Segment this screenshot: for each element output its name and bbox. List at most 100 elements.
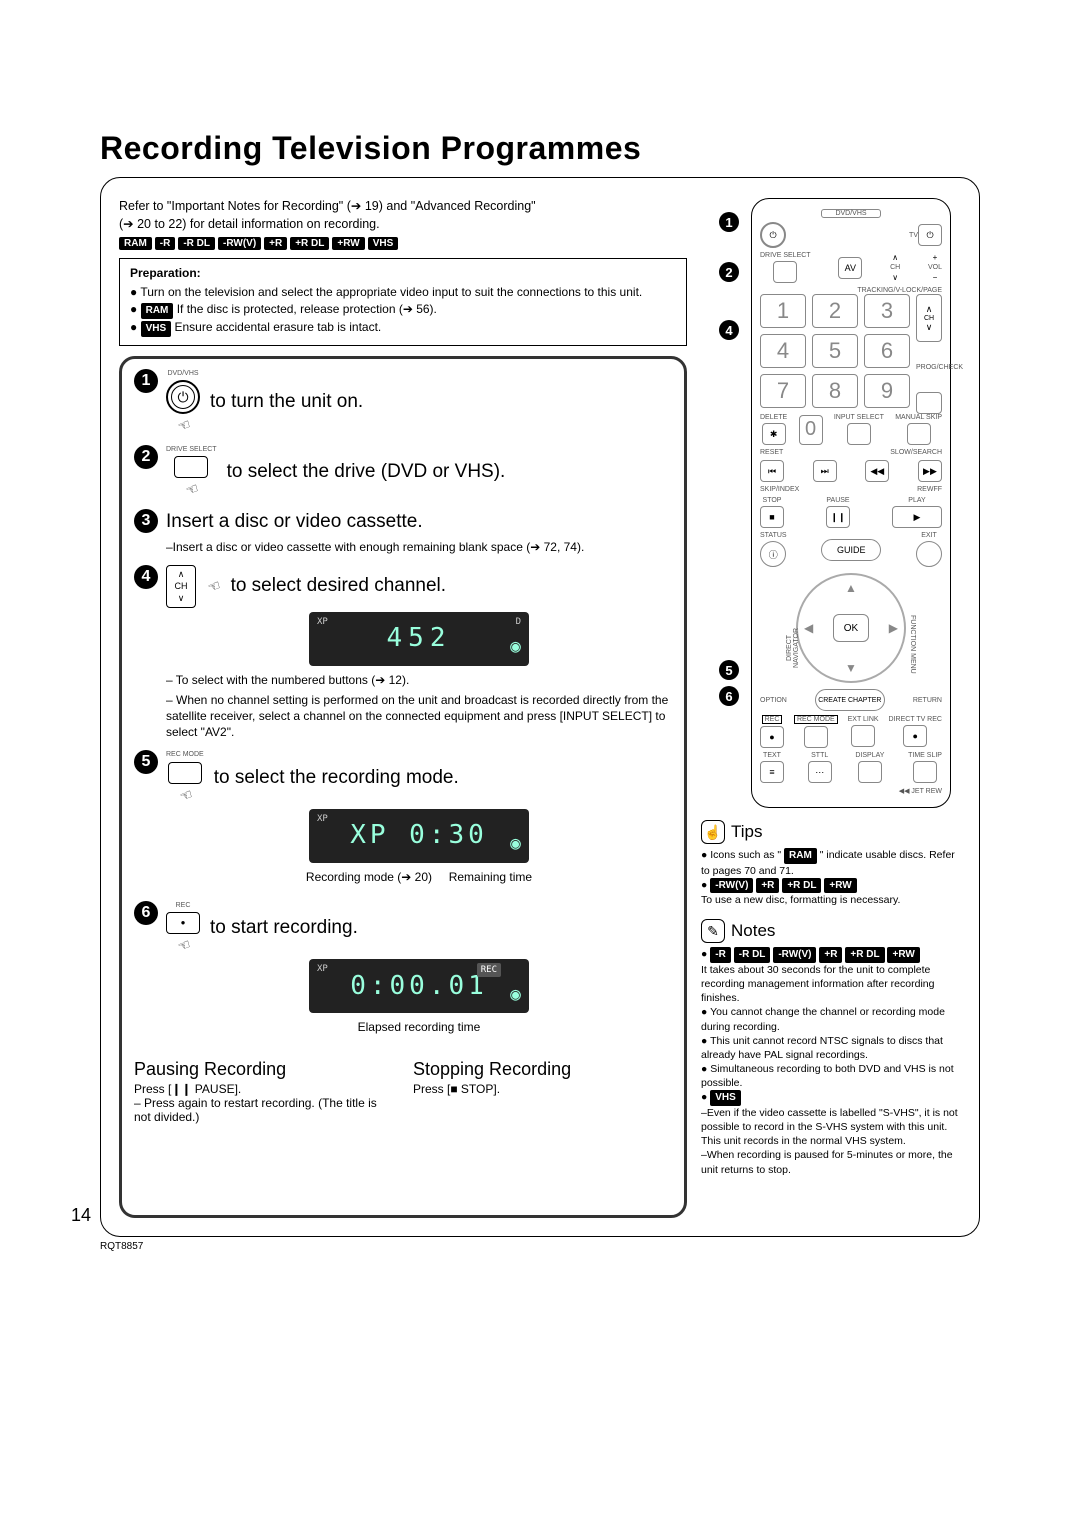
tips-l1a: Icons such as " — [710, 849, 784, 861]
intro-text: Refer to "Important Notes for Recording"… — [119, 198, 687, 233]
remote-manual-skip-button[interactable] — [907, 423, 931, 445]
pause-block: Pausing Recording Press [❙❙ PAUSE]. – Pr… — [134, 1059, 393, 1124]
nav-left-icon[interactable]: ◀ — [804, 621, 813, 635]
remote-rec-mode-button[interactable] — [804, 726, 828, 748]
rec-dot-icon: ● — [166, 912, 200, 934]
remote-key-0[interactable]: 0 — [799, 415, 823, 445]
remote-tv-power[interactable]: ⏻ — [918, 224, 942, 246]
remote-stop-button[interactable]: ■ — [760, 506, 784, 528]
remote-prog-button[interactable] — [916, 392, 942, 414]
remote-direct-nav-label: DIRECT NAVIGATOR — [786, 615, 800, 681]
remote-ok-button[interactable]: OK — [833, 614, 869, 642]
remote-nav-ring[interactable]: ▲ ▼ ◀ ▶ OK DIRECT NAVIGATOR FUNCTION MEN… — [796, 573, 906, 683]
callout-2: 2 — [719, 262, 739, 282]
remote-rew-button[interactable]: ◀◀ — [865, 460, 889, 482]
ch-button-icon: ∧ CH ∨ — [166, 565, 196, 607]
remote-delete-button[interactable]: ✱ — [762, 423, 786, 445]
remote-rec-mode-label: REC MODE — [794, 715, 838, 724]
remote-status-button[interactable]: ⓘ — [760, 541, 786, 567]
nav-down-icon[interactable]: ▼ — [845, 661, 857, 675]
remote-ext-link-button[interactable] — [851, 725, 875, 747]
notes-chip-rdl: -R DL — [734, 947, 771, 963]
remote-ff-button[interactable]: ▶▶ — [918, 460, 942, 482]
hand-icon: ☜ — [175, 935, 193, 957]
remote-av-button[interactable]: AV — [838, 257, 862, 279]
notes-chip-pr: +R — [819, 947, 842, 963]
remote-drive-select-button[interactable] — [773, 261, 797, 283]
intro-line1: Refer to "Important Notes for Recording"… — [119, 199, 536, 213]
stop-heading: Stopping Recording — [413, 1059, 672, 1080]
remote-key-8[interactable]: 8 — [812, 374, 858, 408]
remote-pause-button[interactable]: ❙❙ — [826, 506, 850, 528]
remote-jet-rew-label: ◀◀ JET REW — [760, 787, 942, 795]
step-3: 3 Insert a disc or video cassette. –Inse… — [134, 509, 672, 555]
remote-create-chapter-button[interactable]: CREATE CHAPTER — [815, 689, 885, 711]
notes-chip-prw: +RW — [887, 947, 919, 963]
remote-skip-back-button[interactable]: ⏮ — [760, 460, 784, 482]
remote-direct-tv-button[interactable]: ● — [903, 725, 927, 747]
pause-heading: Pausing Recording — [134, 1059, 393, 1080]
remote-play-label: PLAY — [908, 497, 925, 504]
remote-key-6[interactable]: 6 — [864, 334, 910, 368]
step-4-sub2: – When no channel setting is performed o… — [166, 692, 672, 741]
remote-vol-label: VOL — [928, 264, 942, 271]
remote-ch-down[interactable]: ∨ — [892, 273, 898, 282]
step-2: 2 DRIVE SELECT ☜ to select the drive (DV… — [134, 445, 672, 499]
notes-l5a-text: –Even if the video cassette is labelled … — [701, 1107, 958, 1147]
remote-return-label: RETURN — [913, 697, 942, 704]
remote-vol-down[interactable]: − — [933, 273, 938, 282]
step-4-number: 4 — [134, 565, 158, 589]
remote-key-3[interactable]: 3 — [864, 294, 910, 328]
tips-line-1: ● Icons such as " RAM " indicate usable … — [701, 848, 961, 878]
notes-l1-text: It takes about 30 seconds for the unit t… — [701, 964, 934, 1004]
step-6: 6 REC ● ☜ to start recording. XP REC 0:0… — [134, 901, 672, 1042]
remote-rec-button[interactable]: ● — [760, 726, 784, 748]
remote-display-button[interactable] — [858, 761, 882, 783]
remote-exit-button[interactable] — [916, 541, 942, 567]
hand-icon: ☜ — [177, 784, 195, 806]
remote-wrapper: 1 2 4 5 6 DVD/VHS ⏻ TV ⏻ DRIVE SELECT AV… — [711, 198, 951, 808]
nav-up-icon[interactable]: ▲ — [845, 581, 857, 595]
chip-pr: +R — [264, 237, 287, 250]
notes-l3-text: This unit cannot record NTSC signals to … — [701, 1035, 943, 1061]
step-2-number: 2 — [134, 445, 158, 469]
remote-skip-fwd-button[interactable]: ⏭ — [813, 460, 837, 482]
step-6-number: 6 — [134, 901, 158, 925]
remote-vol-up[interactable]: + — [933, 253, 938, 262]
remote-delete-label: DELETE — [760, 414, 787, 421]
callout-4: 4 — [719, 320, 739, 340]
remote-key-4[interactable]: 4 — [760, 334, 806, 368]
remote-ch-rocker[interactable]: ∧CH∨ — [916, 294, 942, 342]
remote-play-button[interactable]: ▶ — [892, 506, 942, 528]
remote-text-button[interactable]: ≡ — [760, 761, 784, 783]
remote-tracking-label: TRACKING/V-LOCK/PAGE — [760, 287, 942, 294]
notes-icon: ✎ — [701, 919, 725, 943]
disp-mode-value: XP 0:30 — [350, 818, 488, 853]
remote-key-2[interactable]: 2 — [812, 294, 858, 328]
step-3-text: Insert a disc or video cassette. — [166, 509, 423, 535]
pause-l2: – Press again to restart recording. (The… — [134, 1096, 393, 1124]
rec-button-icon: REC ● ☜ — [166, 901, 200, 955]
remote-ch-up[interactable]: ∧ — [892, 253, 898, 262]
step-5-caption: Recording mode (➔ 20) Remaining time — [166, 869, 672, 885]
tips-chip-prdl: +R DL — [782, 878, 821, 894]
remote-key-5[interactable]: 5 — [812, 334, 858, 368]
nav-right-icon[interactable]: ▶ — [889, 621, 898, 635]
chip-ram: RAM — [119, 237, 152, 250]
left-column: Refer to "Important Notes for Recording"… — [119, 198, 687, 1218]
remote-guide-button[interactable]: GUIDE — [821, 539, 881, 561]
rec-label: REC — [176, 901, 191, 910]
remote-drive-select-label: DRIVE SELECT — [760, 252, 811, 259]
remote-power-button[interactable]: ⏻ — [760, 222, 786, 248]
remote-key-1[interactable]: 1 — [760, 294, 806, 328]
remote-sttl-button[interactable]: ⋯ — [808, 761, 832, 783]
remote-key-7[interactable]: 7 — [760, 374, 806, 408]
chip-vhs: VHS — [368, 237, 399, 250]
preparation-box: Preparation: ● Turn on the television an… — [119, 258, 687, 346]
remote-key-9[interactable]: 9 — [864, 374, 910, 408]
step-6-text: to start recording. — [210, 915, 358, 941]
remote-input-select-button[interactable] — [847, 423, 871, 445]
remote-time-slip-button[interactable] — [913, 761, 937, 783]
ch-up-icon: ∧ — [178, 568, 185, 580]
remote-input-select-label: INPUT SELECT — [834, 414, 884, 421]
